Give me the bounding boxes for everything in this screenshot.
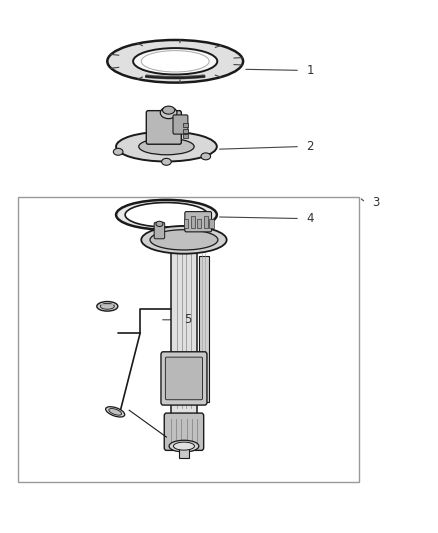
Ellipse shape: [116, 132, 217, 161]
Bar: [171, 245, 197, 413]
Bar: [204, 216, 208, 228]
Bar: [209, 219, 214, 228]
Ellipse shape: [116, 200, 217, 230]
FancyBboxPatch shape: [166, 357, 202, 400]
Bar: [184, 219, 188, 228]
Ellipse shape: [139, 139, 194, 155]
FancyBboxPatch shape: [173, 115, 188, 134]
Bar: [183, 134, 188, 138]
Ellipse shape: [201, 153, 211, 160]
Ellipse shape: [169, 440, 199, 452]
Ellipse shape: [173, 442, 194, 450]
Ellipse shape: [113, 148, 123, 155]
Ellipse shape: [141, 226, 226, 254]
Bar: [18, 197, 359, 482]
Bar: [197, 219, 201, 228]
Ellipse shape: [141, 51, 209, 72]
Ellipse shape: [107, 40, 243, 83]
Ellipse shape: [162, 158, 171, 165]
Text: 4: 4: [307, 212, 314, 225]
Bar: [183, 124, 188, 127]
Ellipse shape: [150, 230, 218, 250]
Ellipse shape: [125, 203, 208, 227]
FancyBboxPatch shape: [154, 222, 165, 239]
Ellipse shape: [100, 303, 114, 309]
FancyBboxPatch shape: [185, 212, 212, 232]
Bar: [199, 256, 209, 402]
FancyBboxPatch shape: [161, 352, 207, 405]
Text: 1: 1: [307, 64, 314, 77]
Bar: [191, 216, 195, 228]
Ellipse shape: [160, 107, 177, 119]
Text: 2: 2: [307, 140, 314, 153]
Bar: [183, 129, 188, 133]
Ellipse shape: [133, 48, 217, 75]
Ellipse shape: [156, 221, 163, 227]
Ellipse shape: [106, 407, 125, 417]
Ellipse shape: [97, 302, 118, 311]
FancyBboxPatch shape: [146, 111, 181, 144]
Text: 5: 5: [184, 313, 191, 326]
FancyBboxPatch shape: [164, 413, 204, 450]
Text: 3: 3: [372, 196, 380, 209]
Ellipse shape: [162, 106, 175, 114]
Ellipse shape: [109, 409, 122, 415]
Bar: [179, 447, 189, 458]
